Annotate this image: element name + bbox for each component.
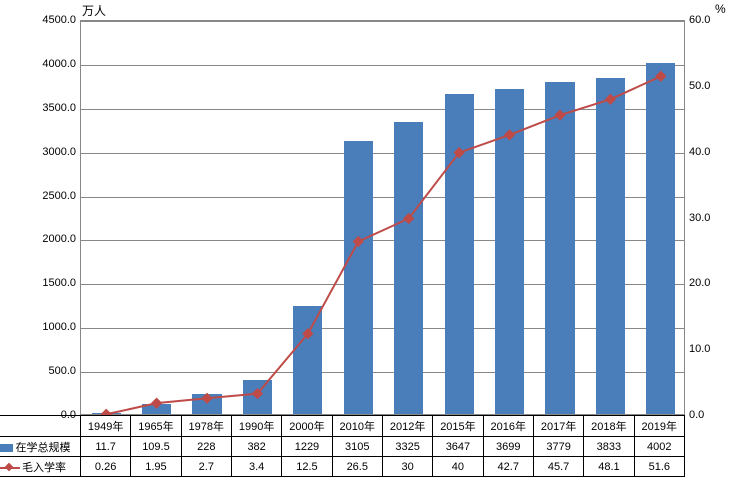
y-left-tick: 4500.0 — [42, 14, 76, 26]
y-left-tick: 4000.0 — [42, 58, 76, 70]
series-bar-name: 在学总规模 — [15, 442, 70, 454]
category-row: 1949年1965年1978年1990年2000年2010年2012年2015年… — [0, 416, 685, 437]
bar — [445, 94, 474, 414]
line-row: 毛入学率 0.261.952.73.412.526.5304042.745.748… — [0, 457, 685, 477]
y-right-unit: % — [715, 2, 726, 16]
bar-row-cell: 3779 — [533, 437, 583, 457]
grid-line — [81, 65, 684, 66]
grid-line — [81, 197, 684, 198]
bar-row-cell: 3699 — [483, 437, 533, 457]
y-right-tick: 50.0 — [689, 80, 710, 92]
grid-line — [81, 372, 684, 373]
line-row-cell: 2.7 — [181, 457, 231, 477]
line-row-cell: 26.5 — [332, 457, 382, 477]
line-row-cell: 42.7 — [483, 457, 533, 477]
y-left-tick: 2500.0 — [42, 190, 76, 202]
line-row-cell: 12.5 — [282, 457, 332, 477]
y-left-tick: 500.0 — [48, 365, 76, 377]
bar — [394, 122, 423, 414]
y-right-tick: 60.0 — [689, 14, 710, 26]
chart-container: 万人% 0.0 500.0 1000.0 1500.0 2000.0 2500.0 3000.… — [0, 0, 739, 500]
bar — [545, 82, 574, 414]
bar-row-cell: 4002 — [634, 437, 684, 457]
bar — [646, 63, 675, 414]
bar — [495, 89, 524, 414]
y-left-tick: 3500.0 — [42, 102, 76, 114]
bar-row-cell: 3105 — [332, 437, 382, 457]
y-axis-left: 0.0500.01000.01500.02000.02500.03000.035… — [0, 20, 80, 415]
line-row-cell: 1.95 — [131, 457, 181, 477]
line-row-cell: 51.6 — [634, 457, 684, 477]
y-right-tick: 20.0 — [689, 277, 710, 289]
category-row-cell: 1949年 — [80, 416, 130, 437]
bar — [344, 141, 373, 414]
y-left-tick: 2000.0 — [42, 233, 76, 245]
category-row-cell: 2012年 — [382, 416, 432, 437]
line-row-cell: 48.1 — [584, 457, 634, 477]
bar — [243, 380, 272, 414]
bar — [192, 394, 221, 414]
line-row-cell: 3.4 — [231, 457, 281, 477]
grid-line — [81, 240, 684, 241]
series-line-name: 毛入学率 — [22, 462, 66, 474]
bar-row-cell: 382 — [231, 437, 281, 457]
grid-line — [81, 153, 684, 154]
bar-row-cell: 3647 — [433, 437, 483, 457]
line-row-cell: 0.26 — [80, 457, 130, 477]
y-right-tick: 0.0 — [689, 409, 704, 421]
y-left-tick: 3000.0 — [42, 146, 76, 158]
grid-line — [81, 328, 684, 329]
bar — [293, 306, 322, 414]
y-right-tick: 30.0 — [689, 212, 710, 224]
category-row-cell: 2018年 — [584, 416, 634, 437]
bar — [92, 413, 121, 414]
y-left-unit: 万人 — [82, 2, 106, 19]
data-table: 1949年1965年1978年1990年2000年2010年2012年2015年… — [0, 415, 685, 477]
bar-row-cell: 3325 — [382, 437, 432, 457]
category-row-cell: 1990年 — [231, 416, 281, 437]
bar-row: 在学总规模 11.7109.522838212293105332536473699… — [0, 437, 685, 457]
category-row-cell: 2019年 — [634, 416, 684, 437]
y-right-tick: 40.0 — [689, 146, 710, 158]
bar-row-cell: 11.7 — [80, 437, 130, 457]
category-row-cell: 2017年 — [533, 416, 583, 437]
y-right-tick: 10.0 — [689, 343, 710, 355]
category-row-cell: 2000年 — [282, 416, 332, 437]
category-row-cell: 1965年 — [131, 416, 181, 437]
bar-row-cell: 109.5 — [131, 437, 181, 457]
bar — [142, 404, 171, 414]
line-row-cell: 40 — [433, 457, 483, 477]
grid-line — [81, 21, 684, 22]
grid-line — [81, 109, 684, 110]
bar-row-cell: 228 — [181, 437, 231, 457]
line-row-cell: 30 — [382, 457, 432, 477]
bar — [596, 78, 625, 414]
bar-row-cell: 1229 — [282, 437, 332, 457]
plot-area — [80, 20, 685, 415]
category-row-cell: 2015年 — [433, 416, 483, 437]
y-axis-right: 0.010.020.030.040.050.060.0 — [685, 20, 735, 415]
line-row-legend: 毛入学率 — [0, 457, 80, 477]
grid-line — [81, 284, 684, 285]
line-row-cell: 45.7 — [533, 457, 583, 477]
category-row-cell: 2010年 — [332, 416, 382, 437]
bar-row-legend: 在学总规模 — [0, 437, 80, 457]
bar-row-cell: 3833 — [584, 437, 634, 457]
category-row-cell: 1978年 — [181, 416, 231, 437]
category-row-cell: 2016年 — [483, 416, 533, 437]
y-left-tick: 1500.0 — [42, 277, 76, 289]
category-row-legend — [0, 416, 80, 437]
y-left-tick: 1000.0 — [42, 321, 76, 333]
